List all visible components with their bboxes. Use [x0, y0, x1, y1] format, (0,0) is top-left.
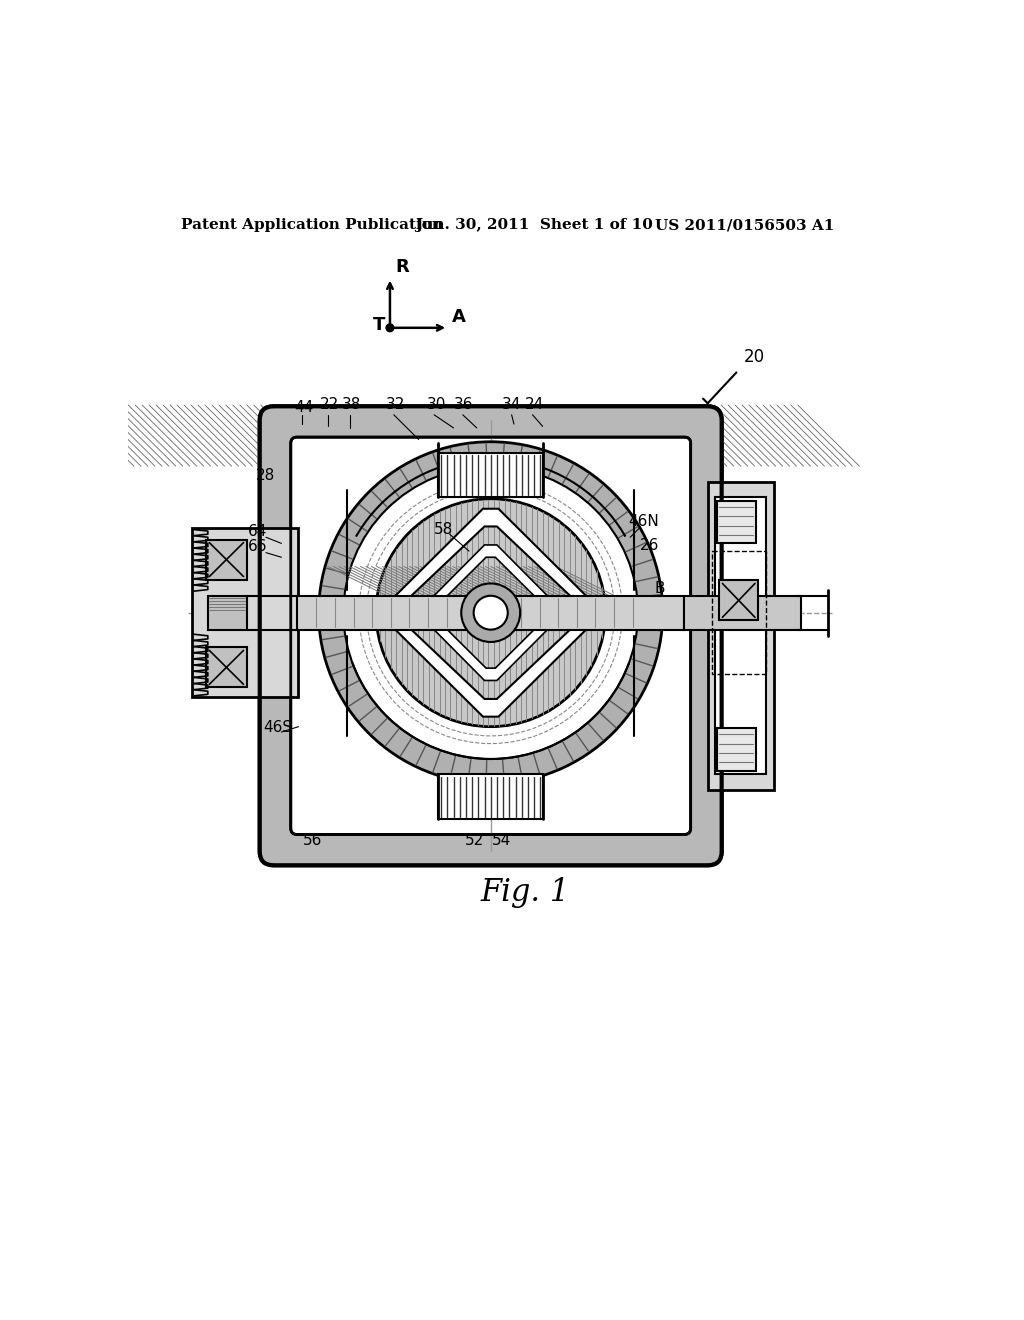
- Bar: [717, 502, 756, 544]
- Circle shape: [318, 442, 663, 784]
- FancyBboxPatch shape: [260, 407, 722, 866]
- Text: 24: 24: [524, 397, 544, 412]
- Text: 46N: 46N: [628, 515, 658, 529]
- Bar: [712, 552, 766, 675]
- Text: 52: 52: [465, 833, 484, 849]
- Text: 38: 38: [342, 397, 361, 412]
- Bar: [717, 729, 756, 771]
- Text: 30: 30: [426, 397, 445, 412]
- Text: 54: 54: [493, 833, 512, 849]
- Polygon shape: [386, 508, 595, 605]
- Bar: [708, 482, 773, 789]
- FancyBboxPatch shape: [291, 437, 690, 834]
- Bar: [206, 647, 247, 688]
- Text: Patent Application Publication: Patent Application Publication: [180, 218, 442, 232]
- Circle shape: [376, 499, 605, 726]
- Bar: [438, 775, 544, 818]
- Circle shape: [343, 466, 638, 759]
- Circle shape: [474, 595, 508, 630]
- Circle shape: [466, 589, 515, 638]
- Text: 56: 56: [302, 833, 322, 849]
- Circle shape: [461, 583, 520, 642]
- Text: Fig. 1: Fig. 1: [480, 878, 569, 908]
- Text: T: T: [373, 315, 385, 334]
- Text: US 2011/0156503 A1: US 2011/0156503 A1: [655, 218, 835, 232]
- Bar: [719, 581, 758, 620]
- Circle shape: [386, 323, 394, 331]
- Text: 20: 20: [744, 348, 765, 367]
- Polygon shape: [425, 620, 557, 681]
- Bar: [438, 453, 544, 498]
- Bar: [193, 528, 298, 697]
- Bar: [297, 595, 684, 630]
- Text: 28: 28: [256, 469, 275, 483]
- Text: R: R: [395, 259, 410, 276]
- Bar: [684, 595, 801, 630]
- Text: 66: 66: [248, 539, 267, 554]
- Bar: [716, 498, 766, 775]
- Text: 58: 58: [434, 523, 454, 537]
- Text: 34: 34: [502, 397, 521, 412]
- Bar: [208, 595, 247, 630]
- Text: A: A: [452, 308, 466, 326]
- Text: 22: 22: [319, 397, 339, 412]
- Text: Jun. 30, 2011  Sheet 1 of 10: Jun. 30, 2011 Sheet 1 of 10: [415, 218, 652, 232]
- Text: 36: 36: [454, 397, 473, 412]
- Text: 44: 44: [294, 400, 313, 416]
- Text: 32: 32: [386, 397, 406, 412]
- Bar: [206, 540, 247, 579]
- Text: 26: 26: [640, 537, 658, 553]
- FancyBboxPatch shape: [260, 407, 722, 866]
- Text: B: B: [655, 581, 666, 595]
- Polygon shape: [425, 545, 557, 605]
- Polygon shape: [386, 620, 595, 717]
- Text: 46S: 46S: [263, 719, 293, 735]
- Text: 64: 64: [248, 524, 267, 539]
